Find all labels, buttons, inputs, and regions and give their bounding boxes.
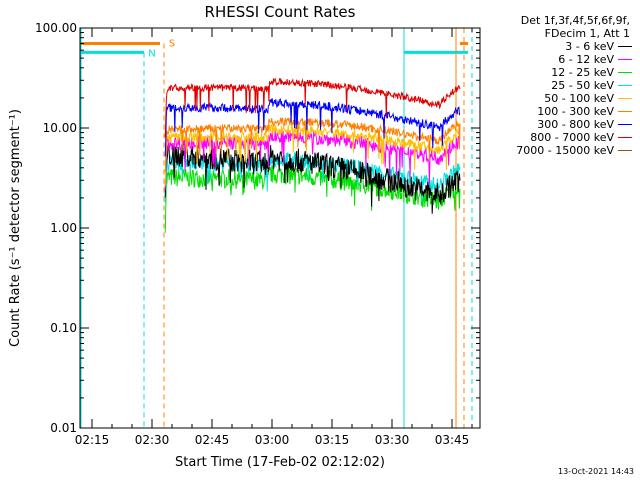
y-tick-label: 10.00 bbox=[43, 121, 77, 135]
x-tick-label: 02:30 bbox=[135, 433, 170, 447]
legend-swatch bbox=[618, 124, 632, 125]
legend-entry: 12 - 25 keV bbox=[470, 66, 636, 79]
legend-entry: 25 - 50 keV bbox=[470, 79, 636, 92]
legend-entry: 300 - 800 keV bbox=[470, 118, 636, 131]
flag-s-label: S bbox=[169, 38, 175, 49]
legend-entry-label: 50 - 100 keV bbox=[544, 92, 614, 105]
x-tick-label: 03:45 bbox=[435, 433, 470, 447]
legend-entry-label: 800 - 7000 keV bbox=[530, 131, 614, 144]
series-line bbox=[164, 129, 461, 190]
x-axis-label: Start Time (17-Feb-02 02:12:02) bbox=[175, 455, 385, 470]
y-tick-label: 0.01 bbox=[50, 421, 77, 435]
x-tick-label: 03:15 bbox=[315, 433, 350, 447]
legend-entry-label: 6 - 12 keV bbox=[558, 53, 614, 66]
y-tick-label: 1.00 bbox=[50, 221, 77, 235]
flag-bands: NS bbox=[80, 28, 473, 428]
legend: Det 1f,3f,4f,5f,6f,9f, FDecim 1, Att 1 3… bbox=[470, 14, 636, 157]
legend-entry-label: 25 - 50 keV bbox=[551, 79, 614, 92]
legend-swatch bbox=[618, 46, 632, 47]
legend-swatch bbox=[618, 98, 632, 99]
legend-entry-label: 12 - 25 keV bbox=[551, 66, 614, 79]
legend-header-line-2: FDecim 1, Att 1 bbox=[544, 27, 630, 40]
legend-entry: 7000 - 15000 keV bbox=[470, 144, 636, 157]
legend-swatch bbox=[618, 59, 632, 60]
legend-swatch bbox=[618, 85, 632, 86]
y-tick-label: 0.10 bbox=[50, 321, 77, 335]
legend-entry: 100 - 300 keV bbox=[470, 105, 636, 118]
legend-header-line-1: Det 1f,3f,4f,5f,6f,9f, bbox=[520, 14, 630, 27]
legend-entry: 6 - 12 keV bbox=[470, 53, 636, 66]
render-timestamp: 13-Oct-2021 14:43 bbox=[558, 467, 634, 476]
x-tick-label: 03:00 bbox=[255, 433, 290, 447]
axis-ticks: 02:15 02:30 02:45 03:00 03:15 03:30 03:45 100.0… bbox=[35, 21, 480, 447]
legend-swatch bbox=[618, 150, 632, 151]
legend-swatch bbox=[618, 72, 632, 73]
x-tick-label: 02:15 bbox=[75, 433, 110, 447]
y-axis-label: Count Rate (s⁻¹ detector segment⁻¹) bbox=[8, 109, 23, 347]
plot-frame bbox=[79, 27, 481, 429]
legend-entry: 800 - 7000 keV bbox=[470, 131, 636, 144]
legend-entry-label: 3 - 6 keV bbox=[565, 40, 614, 53]
legend-swatch bbox=[618, 137, 632, 138]
flag-n-label: N bbox=[148, 48, 155, 59]
legend-swatch bbox=[618, 111, 632, 112]
x-tick-label: 03:30 bbox=[375, 433, 410, 447]
series-line bbox=[164, 123, 461, 187]
series-line bbox=[164, 143, 461, 214]
series-line bbox=[164, 77, 461, 138]
legend-entry: 3 - 6 keV bbox=[470, 40, 636, 53]
series-line bbox=[164, 116, 461, 172]
chart-title: RHESSI Count Rates bbox=[205, 3, 356, 21]
series-line bbox=[164, 98, 461, 157]
series-lines bbox=[164, 77, 461, 233]
legend-entry-label: 100 - 300 keV bbox=[537, 105, 614, 118]
legend-entry: 50 - 100 keV bbox=[470, 92, 636, 105]
y-tick-label: 100.00 bbox=[35, 21, 77, 35]
legend-entry-label: 300 - 800 keV bbox=[537, 118, 614, 131]
legend-rows: 3 - 6 keV 6 - 12 keV 12 - 25 keV 25 - 50 ke… bbox=[470, 40, 636, 157]
x-tick-label: 02:45 bbox=[195, 433, 230, 447]
legend-entry-label: 7000 - 15000 keV bbox=[516, 144, 614, 157]
